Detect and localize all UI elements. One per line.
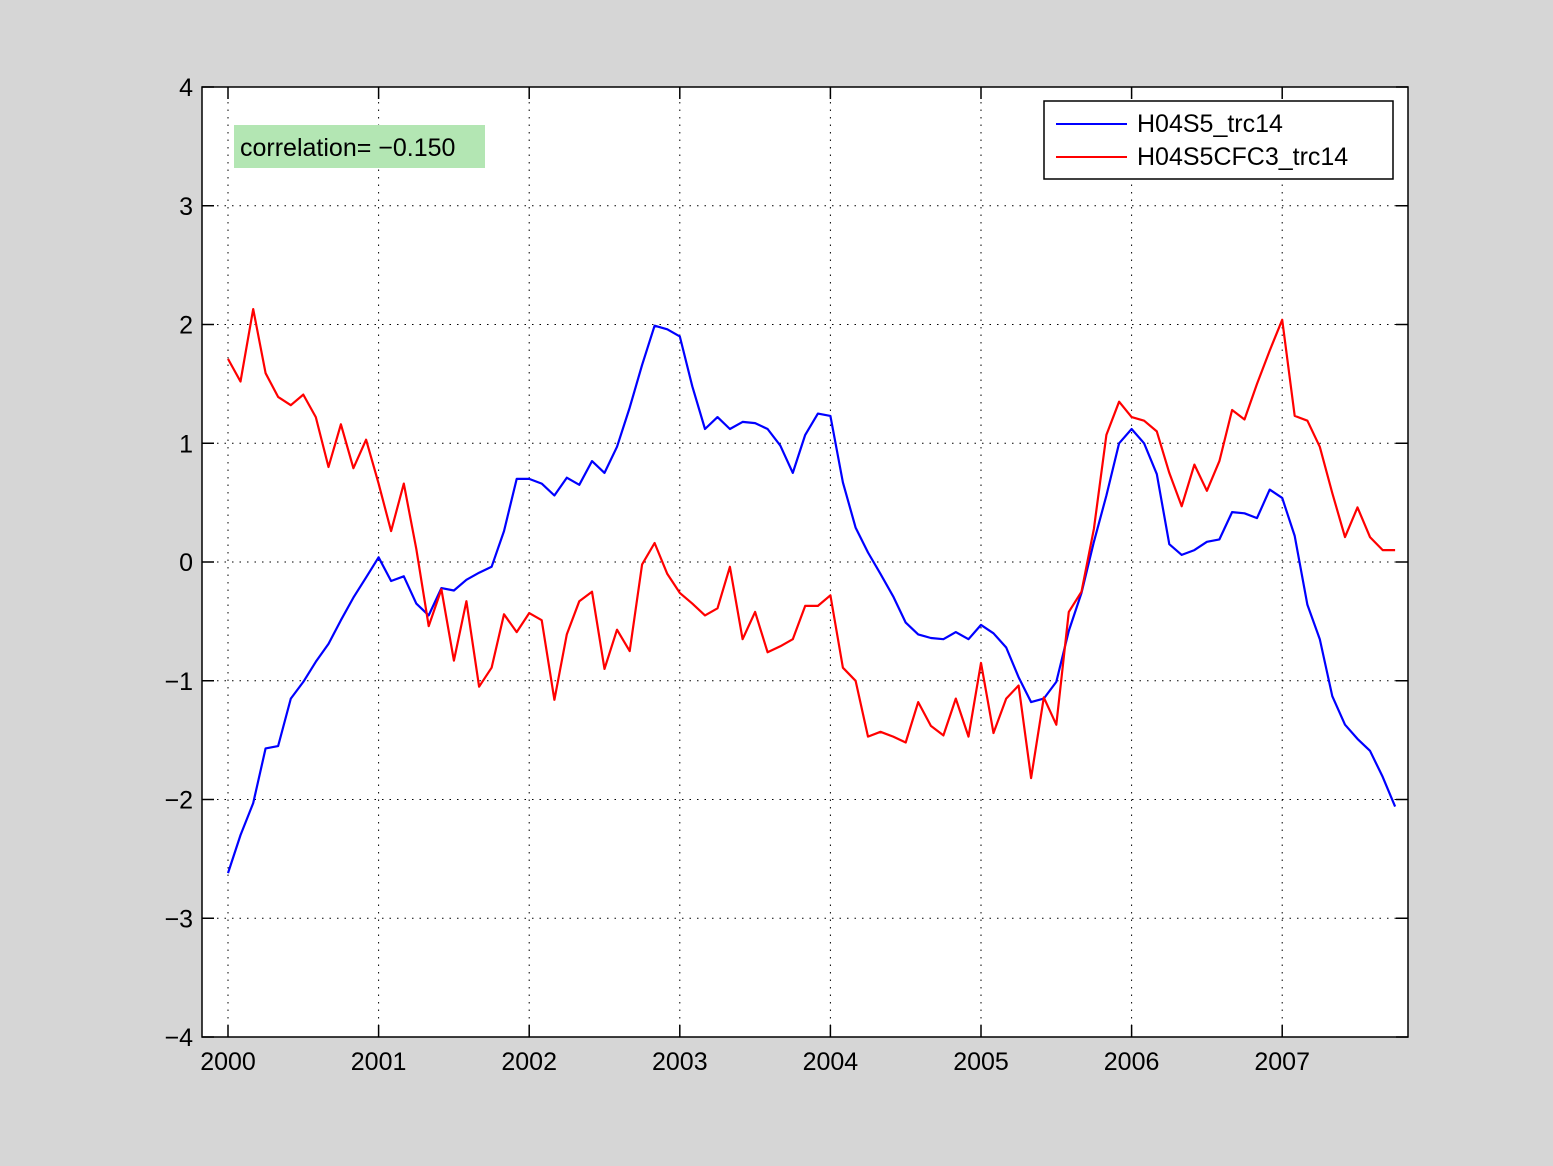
series-line-1: [226, 324, 1397, 874]
x-tick-label: 2005: [953, 1048, 1009, 1076]
series-lines: [226, 308, 1397, 874]
y-tick-label: 3: [179, 193, 193, 221]
y-tick-label: −3: [164, 905, 193, 933]
y-tick-label: −4: [164, 1024, 193, 1052]
axis-ticks: [202, 86, 1408, 1038]
x-tick-label: 2003: [652, 1048, 708, 1076]
y-tick-label: 4: [179, 74, 193, 102]
legend-label-series-2: H04S5CFC3_trc14: [1137, 143, 1348, 171]
x-tick-label: 2004: [803, 1048, 859, 1076]
y-tick-label: −2: [164, 787, 193, 815]
x-tick-label: 2000: [200, 1048, 256, 1076]
annotation-text: correlation= −0.150: [240, 134, 455, 162]
y-tick-label: 2: [179, 312, 193, 340]
x-tick-label: 2006: [1104, 1048, 1160, 1076]
correlation-annotation: correlation= −0.150: [234, 125, 485, 168]
x-tick-label: 2002: [501, 1048, 557, 1076]
y-tick-label: −1: [164, 668, 193, 696]
x-tick-labels: 2000 2001 2002 2003 2004 2005 2006 2007: [200, 1048, 1310, 1076]
legend: H04S5_trc14 H04S5CFC3_trc14: [1043, 100, 1394, 180]
legend-box: [1043, 100, 1394, 180]
y-tick-label: 1: [179, 430, 193, 458]
y-tick-label: 0: [179, 549, 193, 577]
x-tick-label: 2001: [351, 1048, 407, 1076]
grid: [202, 87, 1408, 1037]
legend-label-series-1: H04S5_trc14: [1137, 110, 1283, 138]
y-tick-labels: −4 −3 −2 −1 0 1 2 3 4: [164, 74, 193, 1052]
series-line-2: [227, 308, 1396, 780]
annotation-background: [234, 125, 485, 168]
x-tick-label: 2007: [1254, 1048, 1310, 1076]
